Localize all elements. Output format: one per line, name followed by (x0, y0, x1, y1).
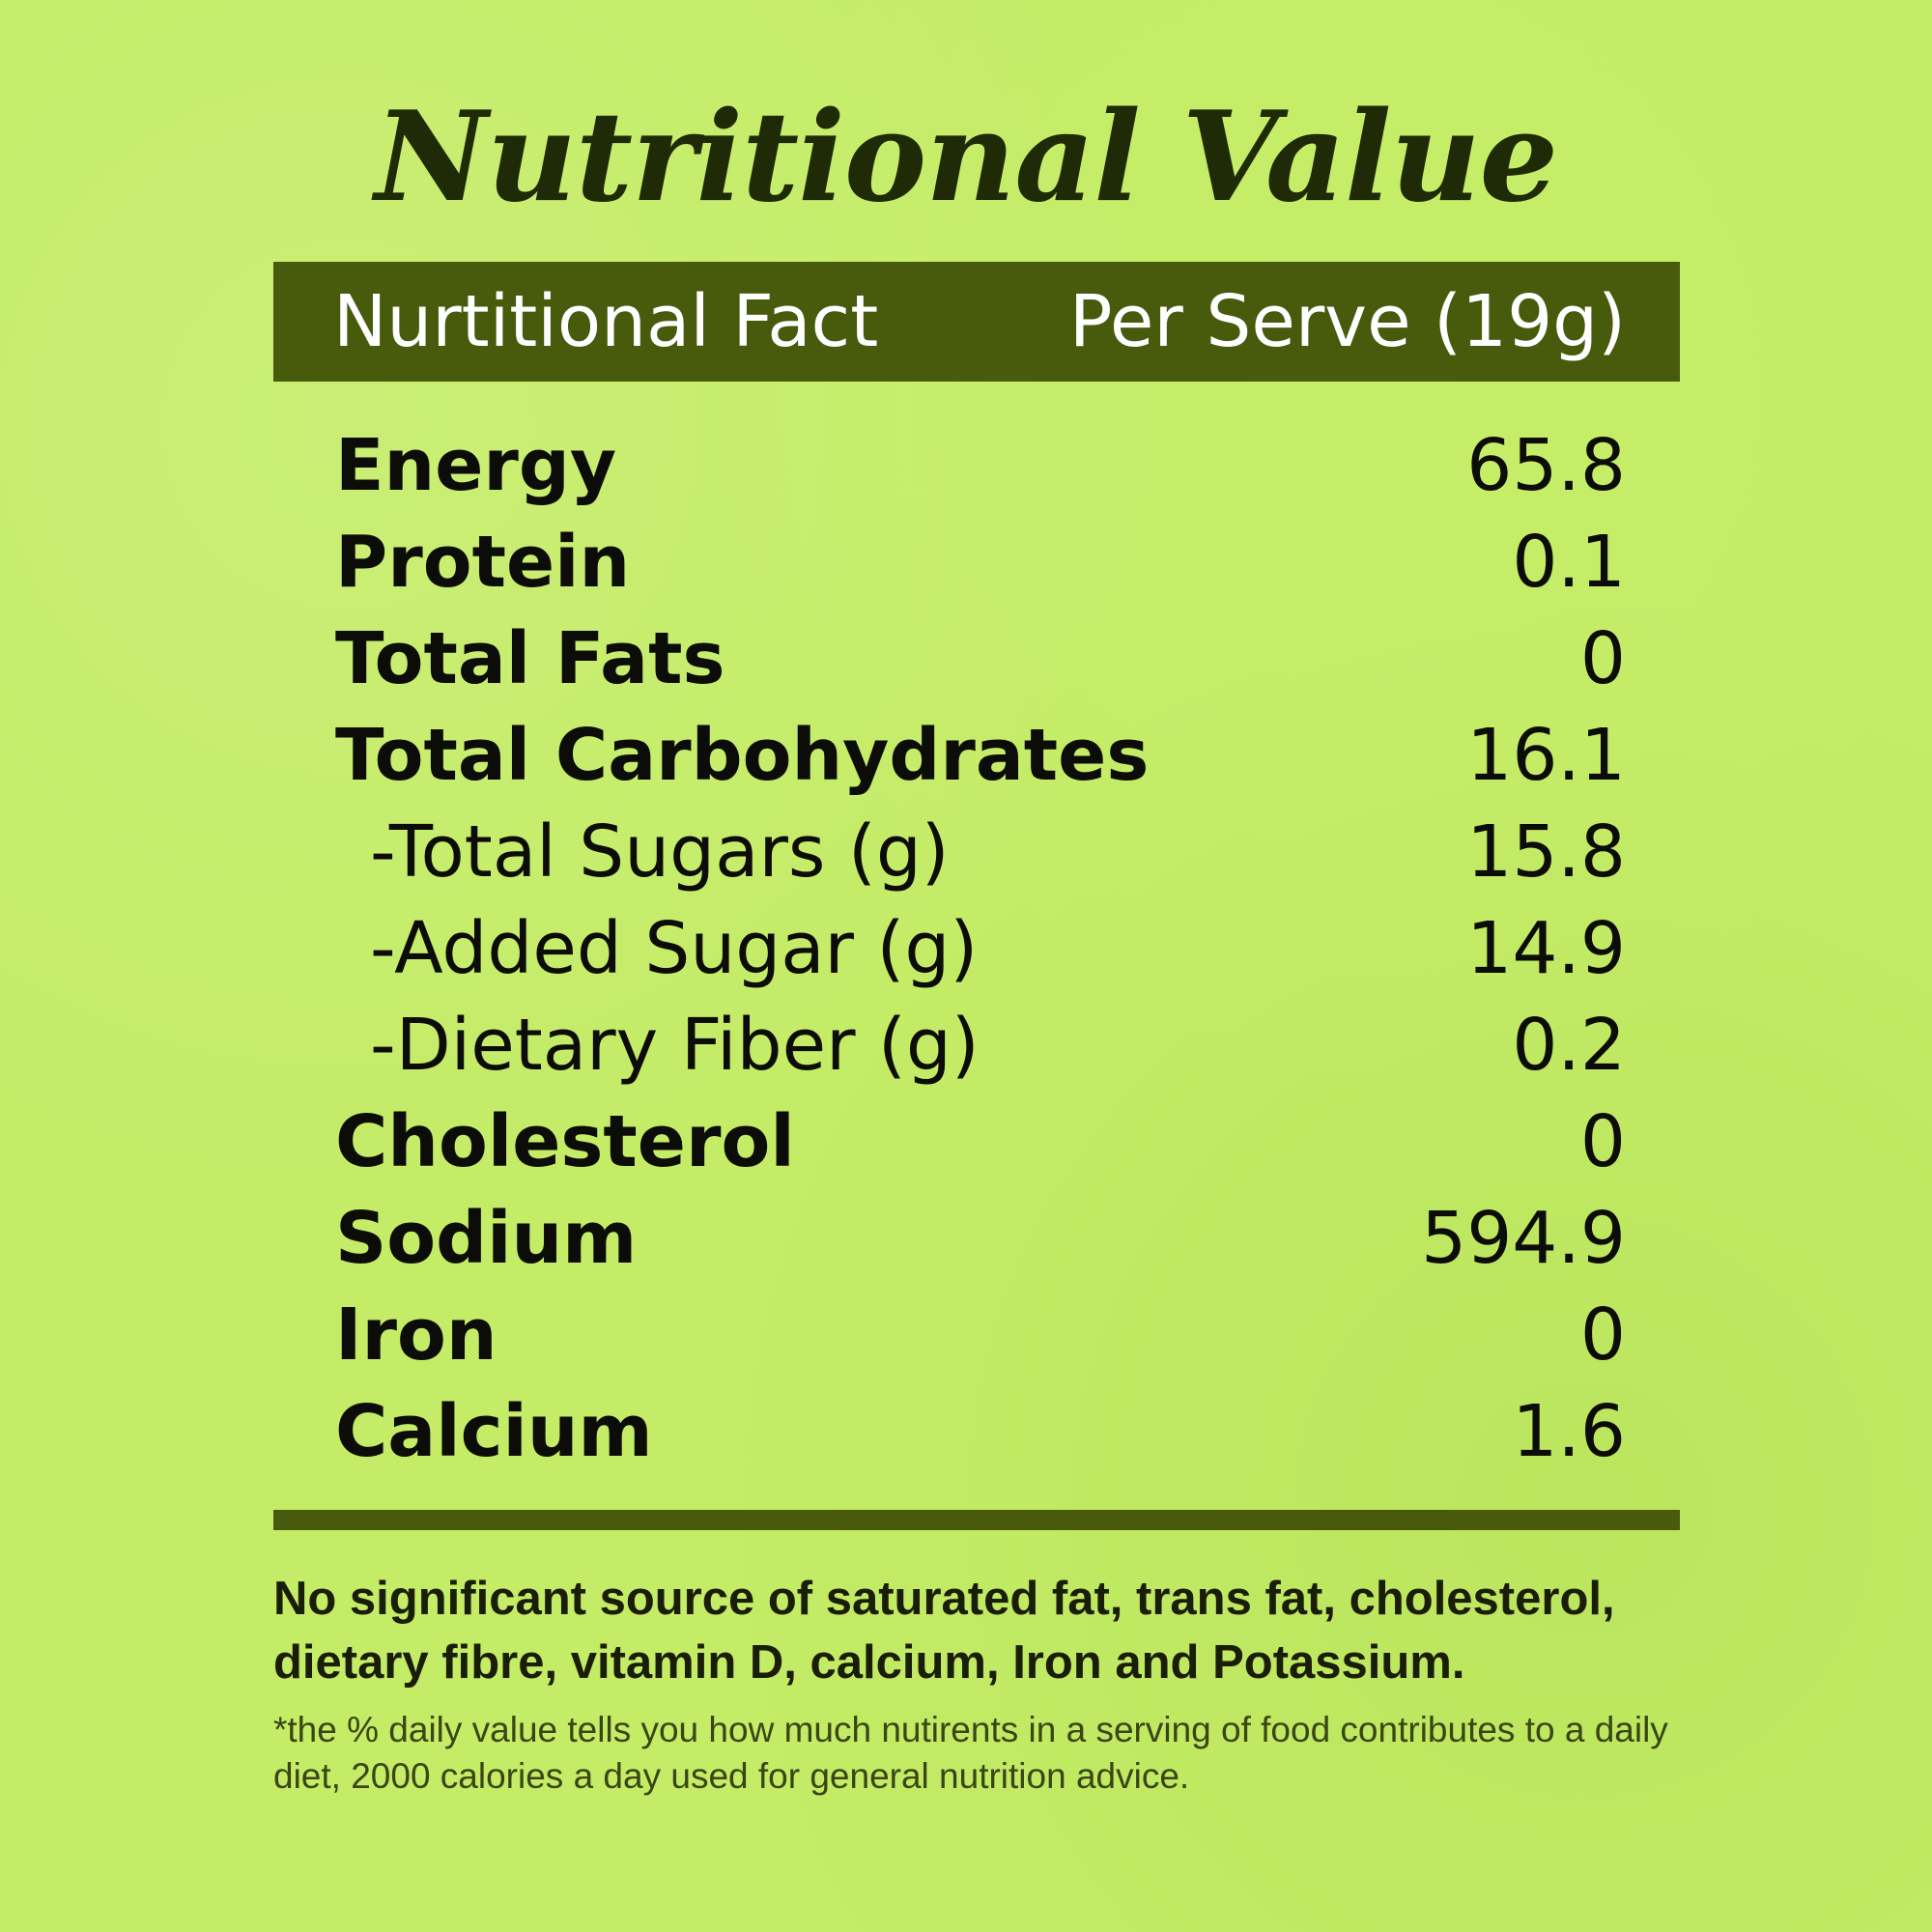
row-value: 0.1 (1512, 521, 1626, 604)
row-value: 14.9 (1466, 907, 1626, 990)
nutrition-row-total-carbohydrates: Total Carbohydrates 16.1 (335, 707, 1626, 804)
row-label: Total Fats (335, 617, 725, 700)
row-label: Iron (335, 1293, 497, 1377)
daily-value-footnote: *the % daily value tells you how much nu… (273, 1710, 1668, 1796)
row-value: 15.8 (1466, 810, 1626, 894)
nutrition-row-total-sugars: -Total Sugars (g) 15.8 (335, 804, 1626, 900)
row-value: 0 (1579, 617, 1626, 700)
page-title: Nutritional Value (374, 85, 1558, 230)
row-value: 0.2 (1512, 1004, 1626, 1087)
row-label: Cholesterol (335, 1100, 795, 1183)
row-label: Energy (335, 424, 617, 507)
row-label: Sodium (335, 1197, 638, 1280)
row-value: 0 (1579, 1100, 1626, 1183)
table-header-bar: Nurtitional Fact Per Serve (19g) (273, 262, 1680, 382)
nutrition-row-protein: Protein 0.1 (335, 514, 1626, 611)
row-label: Total Carbohydrates (335, 714, 1150, 797)
row-value: 1.6 (1512, 1390, 1626, 1473)
row-value: 594.9 (1421, 1197, 1626, 1280)
nutrition-table: Energy 65.8 Protein 0.1 Total Fats 0 Tot… (335, 417, 1626, 1480)
header-fact-label: Nurtitional Fact (333, 280, 879, 363)
nutrition-row-total-fats: Total Fats 0 (335, 611, 1626, 707)
row-label: Protein (335, 521, 631, 604)
row-label: -Total Sugars (g) (370, 810, 950, 894)
nutrition-row-calcium: Calcium 1.6 (335, 1383, 1626, 1480)
nutrition-row-added-sugar: -Added Sugar (g) 14.9 (335, 900, 1626, 997)
header-serving-label: Per Serve (19g) (1068, 280, 1626, 363)
row-label: -Added Sugar (g) (370, 907, 979, 990)
row-label: -Dietary Fiber (g) (370, 1004, 980, 1087)
row-value: 0 (1579, 1293, 1626, 1377)
nutrition-row-iron: Iron 0 (335, 1287, 1626, 1383)
nutrition-row-sodium: Sodium 594.9 (335, 1190, 1626, 1287)
row-value: 16.1 (1466, 714, 1626, 797)
nutrition-row-energy: Energy 65.8 (335, 417, 1626, 514)
nutrition-row-dietary-fiber: -Dietary Fiber (g) 0.2 (335, 997, 1626, 1094)
table-divider (273, 1510, 1680, 1530)
nutrition-row-cholesterol: Cholesterol 0 (335, 1094, 1626, 1190)
row-label: Calcium (335, 1390, 653, 1473)
source-disclaimer: No significant source of saturated fat, … (273, 1573, 1615, 1689)
row-value: 65.8 (1466, 424, 1626, 507)
